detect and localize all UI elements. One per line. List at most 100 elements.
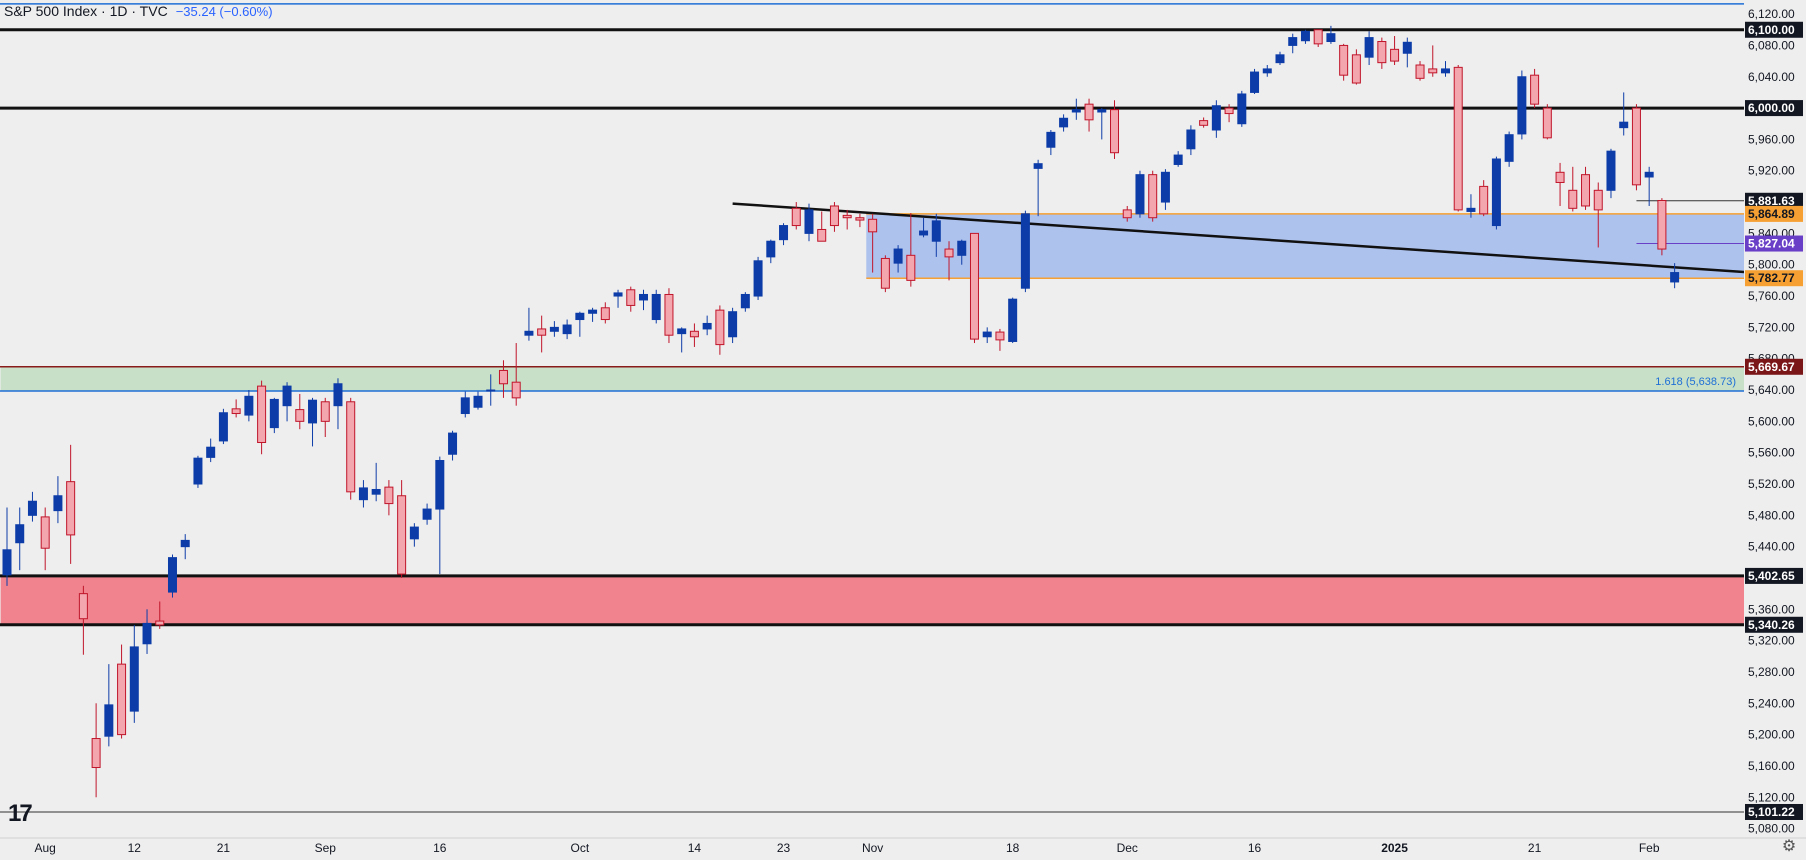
- candle: [1059, 114, 1069, 132]
- y-tick-label: 5,960.00: [1748, 132, 1795, 146]
- candle: [384, 480, 394, 516]
- candle: [880, 255, 890, 293]
- candle-body: [1504, 134, 1514, 162]
- y-tick-label: 5,280.00: [1748, 665, 1795, 679]
- candle-body: [1644, 171, 1654, 178]
- candle: [1631, 104, 1641, 191]
- y-tick-label: 5,240.00: [1748, 696, 1795, 710]
- candle-body: [1046, 131, 1056, 148]
- candle: [282, 382, 292, 422]
- candle-body: [1071, 109, 1081, 113]
- candle: [1402, 37, 1412, 68]
- candle: [549, 321, 559, 337]
- candle-body: [104, 704, 114, 737]
- candle: [1148, 170, 1158, 222]
- candle: [855, 213, 865, 228]
- candle-body: [1542, 107, 1552, 139]
- candle: [868, 213, 878, 273]
- candle: [371, 462, 381, 502]
- candle-body: [829, 205, 839, 227]
- candle-body: [1110, 109, 1120, 154]
- candle-body: [575, 312, 585, 321]
- candle-body: [1173, 154, 1183, 165]
- candle: [498, 360, 508, 398]
- candle: [957, 239, 967, 265]
- candle-body: [66, 481, 76, 536]
- candle: [1211, 100, 1221, 138]
- candle-body: [167, 557, 177, 593]
- candle-body: [206, 446, 216, 458]
- candle: [562, 319, 572, 340]
- candle: [639, 289, 648, 311]
- price-tag: [1745, 21, 1803, 38]
- candle-body: [1211, 105, 1221, 131]
- candle-body: [524, 330, 534, 336]
- candle-body: [397, 495, 407, 575]
- candle-body: [498, 369, 508, 385]
- candle-body: [511, 381, 521, 399]
- candle: [1262, 65, 1272, 77]
- candle: [27, 491, 37, 522]
- candle: [308, 397, 318, 447]
- candle-body: [1606, 150, 1616, 191]
- candle-body: [842, 214, 852, 219]
- candle: [193, 455, 203, 488]
- candle: [206, 438, 216, 463]
- candle-body: [193, 457, 203, 485]
- candle-body: [1186, 129, 1196, 150]
- settings-icon[interactable]: ⚙: [1781, 838, 1797, 855]
- candle-body: [562, 324, 572, 335]
- candle-body: [486, 389, 496, 392]
- candle-body: [1377, 41, 1387, 64]
- x-tick-label: 14: [688, 841, 702, 855]
- candle: [15, 507, 25, 571]
- candle: [358, 480, 368, 508]
- candle-body: [817, 228, 827, 242]
- candle-body: [944, 248, 954, 258]
- y-tick-label: 5,160.00: [1748, 759, 1795, 773]
- candle-body: [1084, 103, 1094, 121]
- candle-body: [715, 309, 725, 346]
- candle: [766, 239, 776, 264]
- candle: [1581, 166, 1591, 210]
- support-zone-blue: [866, 213, 1744, 279]
- candle-body: [1199, 120, 1209, 126]
- candle: [995, 328, 1005, 351]
- candle-body: [40, 516, 50, 549]
- candle-body: [931, 220, 941, 242]
- candle: [791, 202, 801, 230]
- candle: [422, 503, 432, 525]
- x-tick-label: Feb: [1639, 841, 1660, 855]
- candle: [524, 307, 534, 341]
- candle-body: [320, 401, 330, 422]
- candle-body: [1008, 298, 1018, 342]
- y-tick-label: 5,440.00: [1748, 540, 1795, 554]
- candle: [1390, 36, 1400, 66]
- candle-body: [155, 620, 165, 626]
- candle-body: [957, 240, 967, 256]
- price-tag: [1745, 567, 1803, 584]
- candle-body: [868, 218, 878, 233]
- price-tag-label: 5,827.04: [1748, 237, 1795, 251]
- candle-body: [740, 293, 750, 309]
- candle: [740, 292, 750, 312]
- candle: [244, 390, 254, 422]
- candle: [1046, 130, 1056, 156]
- candle-body: [1402, 41, 1412, 54]
- candle-body: [1313, 29, 1323, 45]
- candle-body: [1020, 213, 1030, 289]
- candle-body: [995, 331, 1005, 341]
- candle-body: [1262, 68, 1272, 74]
- candle: [53, 476, 63, 524]
- price-tag: [1745, 192, 1803, 209]
- candle: [702, 315, 712, 336]
- fib-label: 1.618 (5,638.73): [1655, 376, 1736, 388]
- trendline: [732, 202, 1745, 274]
- candle-body: [53, 495, 63, 512]
- candle: [435, 456, 445, 575]
- candle: [1504, 131, 1514, 167]
- price-tag: [1745, 235, 1803, 252]
- y-tick-label: 6,040.00: [1748, 70, 1795, 84]
